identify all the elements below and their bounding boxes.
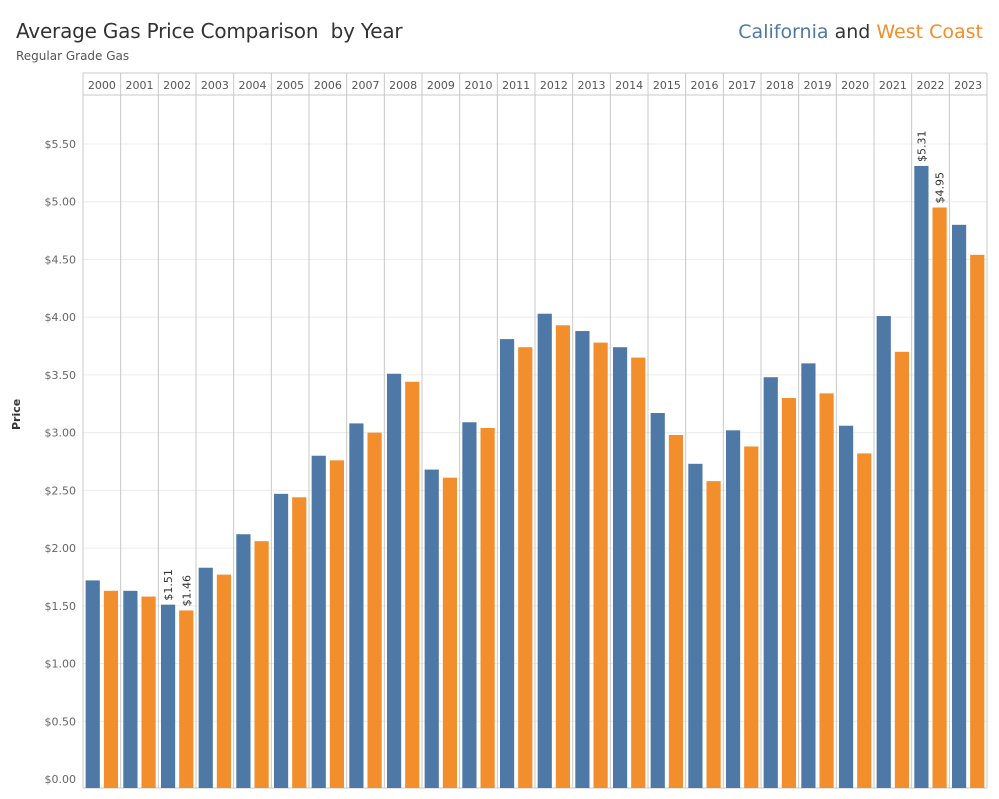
y-tick-label: $0.50 [45, 715, 77, 728]
y-tick-label: $4.50 [45, 253, 77, 266]
x-tick-label: 2008 [389, 79, 417, 92]
x-tick-label: 2017 [728, 79, 756, 92]
bar-california [537, 313, 552, 788]
bar-california [349, 423, 364, 788]
x-tick-label: 2020 [841, 79, 869, 92]
x-tick-label: 2022 [917, 79, 945, 92]
y-tick-label: $5.00 [45, 196, 77, 209]
x-tick-label: 2014 [615, 79, 643, 92]
x-tick-label: 2019 [804, 79, 832, 92]
bar-california [951, 224, 967, 788]
y-tick-label: $3.50 [45, 369, 77, 382]
x-tick-label: 2005 [276, 79, 304, 92]
bar-california [273, 493, 289, 788]
bar-california [311, 455, 326, 788]
bar-west-coast [894, 351, 910, 788]
data-label: $4.95 [934, 172, 947, 204]
bar-california [763, 377, 778, 788]
bar-west-coast [216, 574, 232, 788]
x-tick-label: 2004 [239, 79, 267, 92]
x-tick-label: 2001 [126, 79, 154, 92]
x-tick-label: 2010 [465, 79, 493, 92]
bar-california [462, 422, 477, 788]
bar-west-coast [329, 460, 345, 788]
x-tick-label: 2015 [653, 79, 681, 92]
bar-west-coast [744, 446, 759, 788]
bar-west-coast [405, 381, 420, 788]
bar-west-coast [668, 434, 684, 788]
x-tick-label: 2009 [427, 79, 455, 92]
bar-west-coast [442, 477, 458, 788]
bar-west-coast [970, 254, 985, 788]
y-tick-label: $1.00 [45, 658, 77, 671]
x-tick-label: 2003 [201, 79, 229, 92]
y-tick-label: $2.00 [45, 542, 77, 555]
bar-west-coast [932, 207, 947, 788]
bar-california [424, 469, 439, 788]
bar-california [650, 413, 665, 788]
legend-california: California [738, 21, 829, 43]
bar-california [914, 165, 929, 788]
bar-west-coast [179, 610, 194, 788]
bar-california [85, 580, 100, 788]
chart-title: Average Gas Price Comparison by Year [16, 19, 403, 43]
bar-california [801, 363, 816, 788]
x-tick-label: 2012 [540, 79, 568, 92]
x-tick-label: 2011 [502, 79, 530, 92]
legend-west-coast: West Coast [876, 21, 983, 43]
bar-west-coast [631, 357, 646, 788]
x-tick-label: 2018 [766, 79, 794, 92]
bar-california [236, 534, 251, 788]
bar-west-coast [141, 596, 156, 788]
legend-and: and [834, 21, 871, 43]
y-tick-label: $1.50 [45, 600, 77, 613]
bar-california [575, 331, 590, 788]
legend: California and West Coast [738, 21, 983, 43]
data-label: $1.46 [180, 575, 193, 607]
bar-california [123, 590, 138, 788]
x-tick-label: 2023 [954, 79, 982, 92]
bar-west-coast [706, 481, 721, 788]
bar-california [612, 347, 628, 788]
bar-west-coast [593, 342, 608, 788]
bar-california [499, 339, 515, 788]
x-tick-label: 2021 [879, 79, 907, 92]
data-label: $1.51 [162, 569, 175, 601]
x-tick-label: 2002 [163, 79, 191, 92]
bar-west-coast [480, 428, 495, 788]
bar-west-coast [819, 393, 834, 788]
bar-west-coast [857, 453, 872, 788]
bar-california [688, 463, 703, 788]
bar-west-coast [518, 347, 533, 788]
bar-california [876, 316, 891, 788]
x-tick-label: 2006 [314, 79, 342, 92]
y-tick-label: $3.00 [45, 427, 77, 440]
bar-california [838, 425, 854, 788]
bar-west-coast [254, 541, 269, 788]
bar-west-coast [292, 497, 307, 788]
data-label: $5.31 [915, 130, 928, 162]
bar-west-coast [367, 432, 382, 788]
y-tick-label: $5.50 [45, 138, 77, 151]
x-tick-label: 2013 [578, 79, 606, 92]
bar-california [386, 373, 402, 788]
x-tick-label: 2007 [352, 79, 380, 92]
x-tick-label: 2000 [88, 79, 116, 92]
bar-california [198, 567, 213, 788]
bar-west-coast [555, 325, 571, 788]
bar-california [160, 604, 176, 788]
y-tick-label: $4.00 [45, 311, 77, 324]
bar-west-coast [781, 398, 797, 788]
y-tick-label: $2.50 [45, 484, 77, 497]
chart-subtitle: Regular Grade Gas [16, 49, 130, 63]
bar-west-coast [103, 590, 119, 788]
x-tick-label: 2016 [691, 79, 719, 92]
bar-california [725, 430, 741, 788]
y-tick-label: $0.00 [45, 773, 77, 786]
